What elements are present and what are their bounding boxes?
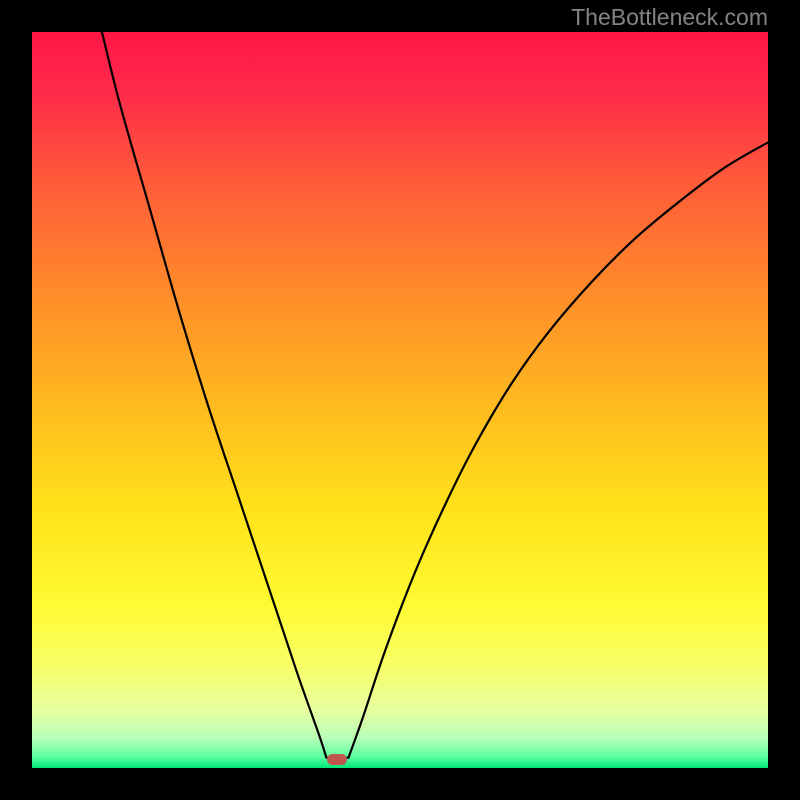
optimum-marker	[327, 754, 347, 765]
plot-area	[32, 32, 768, 768]
bottleneck-curve	[32, 32, 768, 768]
watermark-text: TheBottleneck.com	[571, 4, 768, 31]
